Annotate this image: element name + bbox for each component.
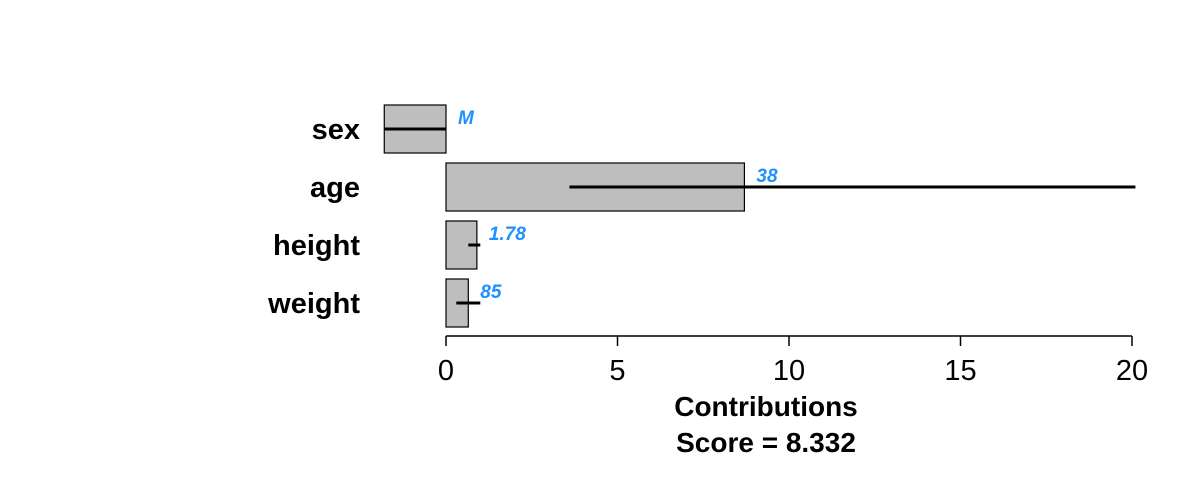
value-labels-layer: M 38 1.78 85 [458, 108, 778, 303]
value-label-height: 1.78 [489, 224, 526, 245]
bars-layer [383, 104, 746, 328]
category-label-height: height [273, 230, 360, 262]
x-tick-label-20: 20 [1116, 355, 1148, 387]
value-label-age: 38 [756, 166, 778, 187]
value-label-weight: 85 [480, 282, 502, 303]
x-tick-label-5: 5 [609, 355, 625, 387]
category-label-weight: weight [267, 288, 360, 320]
x-axis: 0 5 10 15 20 [438, 335, 1148, 387]
value-label-sex: M [458, 108, 475, 129]
category-label-sex: sex [312, 114, 360, 146]
score-subtitle: Score = 8.332 [676, 427, 856, 458]
category-labels-layer: sex age height weight [267, 114, 360, 320]
category-label-age: age [310, 172, 360, 204]
x-axis-label: Contributions [674, 391, 858, 422]
x-tick-label-0: 0 [438, 355, 454, 387]
x-tick-label-10: 10 [773, 355, 805, 387]
intervals-layer [384, 127, 1136, 305]
x-tick-label-15: 15 [944, 355, 976, 387]
